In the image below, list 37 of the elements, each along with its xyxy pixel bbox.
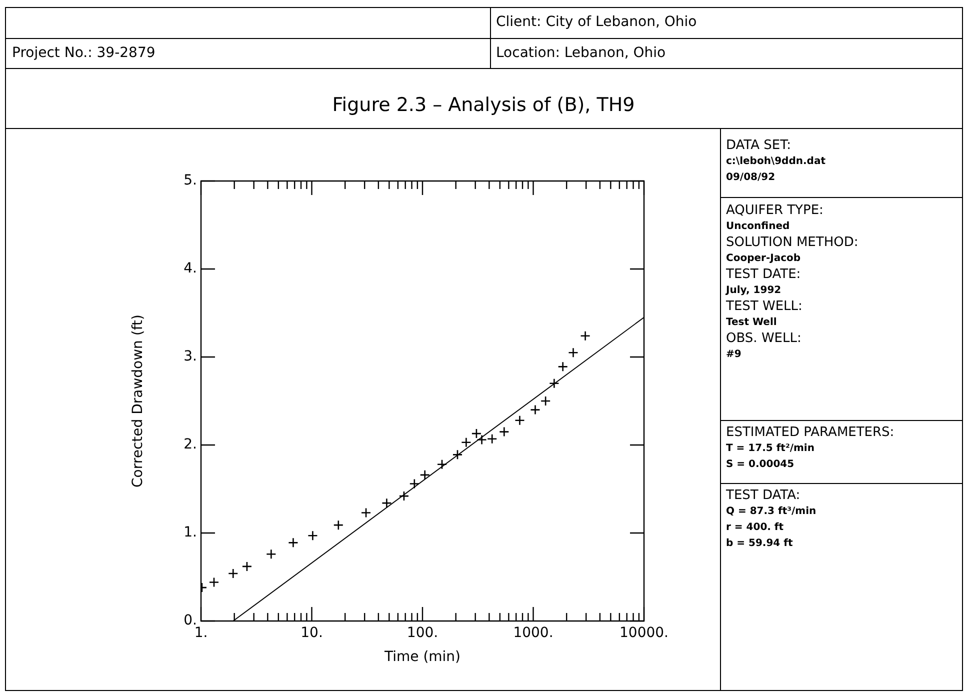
text: S = 0.00045 — [726, 458, 796, 472]
text: c:\leboh\9ddn.dat — [726, 155, 826, 169]
text: AQUIFER TYPE: — [726, 203, 824, 219]
y-tick-label: 1. — [184, 524, 197, 541]
y-tick-label: 2. — [184, 436, 197, 453]
y-tick-label: 3. — [184, 348, 197, 365]
text: b = 59.94 ft — [726, 537, 794, 551]
text: Project No.: 39-2879 — [12, 45, 156, 61]
text: 09/08/92 — [726, 171, 776, 185]
text: Cooper-Jacob — [726, 252, 802, 266]
text: Client: City of Lebanon, Ohio — [496, 14, 697, 30]
y-tick-label: 5. — [184, 172, 197, 189]
text: #9 — [726, 348, 742, 362]
text: Q = 87.3 ft³/min — [726, 505, 818, 519]
chart-title: Figure 2.3 – Analysis of (B), TH9 — [331, 94, 636, 116]
text: ESTIMATED PARAMETERS: — [726, 425, 896, 441]
text: TEST DATA: — [726, 488, 802, 504]
text: OBS. WELL: — [726, 331, 802, 347]
y-tick-label: 0. — [184, 612, 197, 629]
x-tick-label: 1. — [194, 625, 208, 642]
y-axis-title: Corrected Drawdown (ft) — [130, 314, 146, 488]
x-tick-label: 100. — [406, 625, 438, 642]
text: TEST DATE: — [726, 267, 802, 283]
text: July, 1992 — [726, 284, 782, 298]
text: T = 17.5 ft²/min — [726, 442, 816, 456]
text: DATA SET: — [726, 138, 792, 154]
x-axis-title: Time (min) — [383, 649, 461, 666]
text: TEST WELL: — [726, 299, 804, 315]
text: SOLUTION METHOD: — [726, 235, 860, 251]
text: Unconfined — [726, 220, 791, 234]
x-tick-label: 10. — [300, 625, 323, 642]
text: Location: Lebanon, Ohio — [496, 45, 666, 61]
x-tick-label: 10000. — [620, 625, 668, 642]
y-tick-label: 4. — [184, 260, 197, 277]
text: Test Well — [726, 316, 778, 330]
x-tick-label: 1000. — [513, 625, 554, 642]
text: r = 400. ft — [726, 521, 785, 535]
